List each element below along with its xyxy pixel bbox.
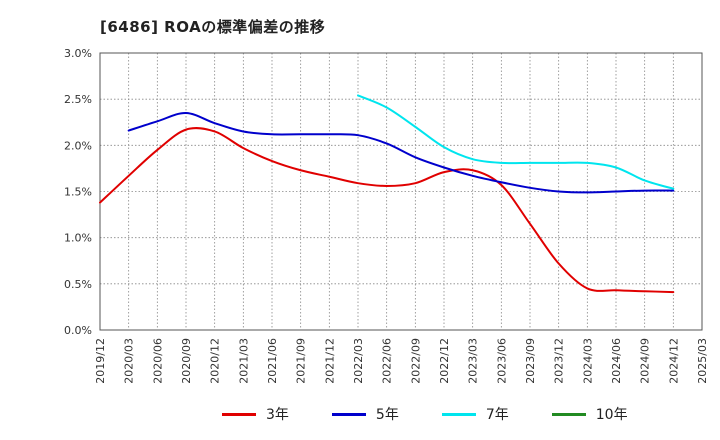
legend-item: 10年: [551, 404, 628, 424]
x-tick-label: 2021/12: [323, 338, 336, 384]
x-tick-label: 2022/09: [409, 338, 422, 384]
legend-item: 3年: [222, 404, 289, 424]
legend-item: 7年: [441, 404, 509, 424]
legend-item: 5年: [331, 404, 399, 424]
x-tick-label: 2020/03: [123, 338, 136, 384]
y-tick-label: 1.0%: [64, 232, 92, 245]
x-tick-label: 2019/12: [94, 338, 107, 384]
y-tick-label: 2.0%: [64, 139, 92, 152]
x-tick-label: 2020/09: [180, 338, 193, 384]
x-tick-label: 2020/12: [209, 338, 222, 384]
legend-label: 7年: [485, 407, 509, 423]
x-tick-label: 2022/06: [381, 338, 394, 384]
x-tick-label: 2024/12: [667, 338, 680, 384]
legend-swatch: [331, 412, 366, 416]
x-tick-label: 2023/06: [495, 338, 508, 384]
legend-swatch: [441, 412, 476, 416]
x-tick-label: 2024/06: [610, 338, 623, 384]
x-tick-label: 2025/03: [696, 338, 709, 384]
legend-label: 3年: [266, 407, 289, 423]
x-tick-label: 2021/06: [266, 338, 279, 384]
x-tick-label: 2021/09: [295, 338, 308, 384]
x-tick-label: 2021/03: [237, 338, 250, 384]
series-line-5年: [127, 112, 675, 194]
x-tick-label: 2024/03: [581, 338, 594, 384]
x-tick-label: 2024/09: [639, 338, 652, 384]
x-tick-label: 2023/09: [524, 338, 537, 384]
legend-swatch: [222, 412, 256, 416]
x-tick-label: 2023/03: [467, 338, 480, 384]
x-tick-label: 2022/03: [352, 338, 365, 384]
legend-swatch: [551, 412, 586, 416]
legend: 3年 5年 7年 10年: [222, 403, 671, 425]
y-tick-label: 3.0%: [64, 47, 92, 60]
x-tick-label: 2022/12: [438, 338, 451, 384]
plot-border: [99, 52, 703, 331]
chart-title: [6486] ROAの標準偏差の推移: [100, 18, 326, 36]
series-line-3年: [99, 127, 675, 294]
y-tick-label: 2.5%: [64, 93, 92, 106]
series-line-7年: [357, 94, 675, 190]
legend-label: 5年: [375, 407, 399, 423]
x-tick-label: 2020/06: [151, 338, 164, 384]
y-tick-label: 1.5%: [64, 186, 92, 199]
y-tick-label: 0.5%: [64, 278, 92, 291]
y-tick-label: 0.0%: [64, 324, 92, 337]
legend-label: 10年: [595, 407, 628, 423]
x-tick-label: 2023/12: [553, 338, 566, 384]
